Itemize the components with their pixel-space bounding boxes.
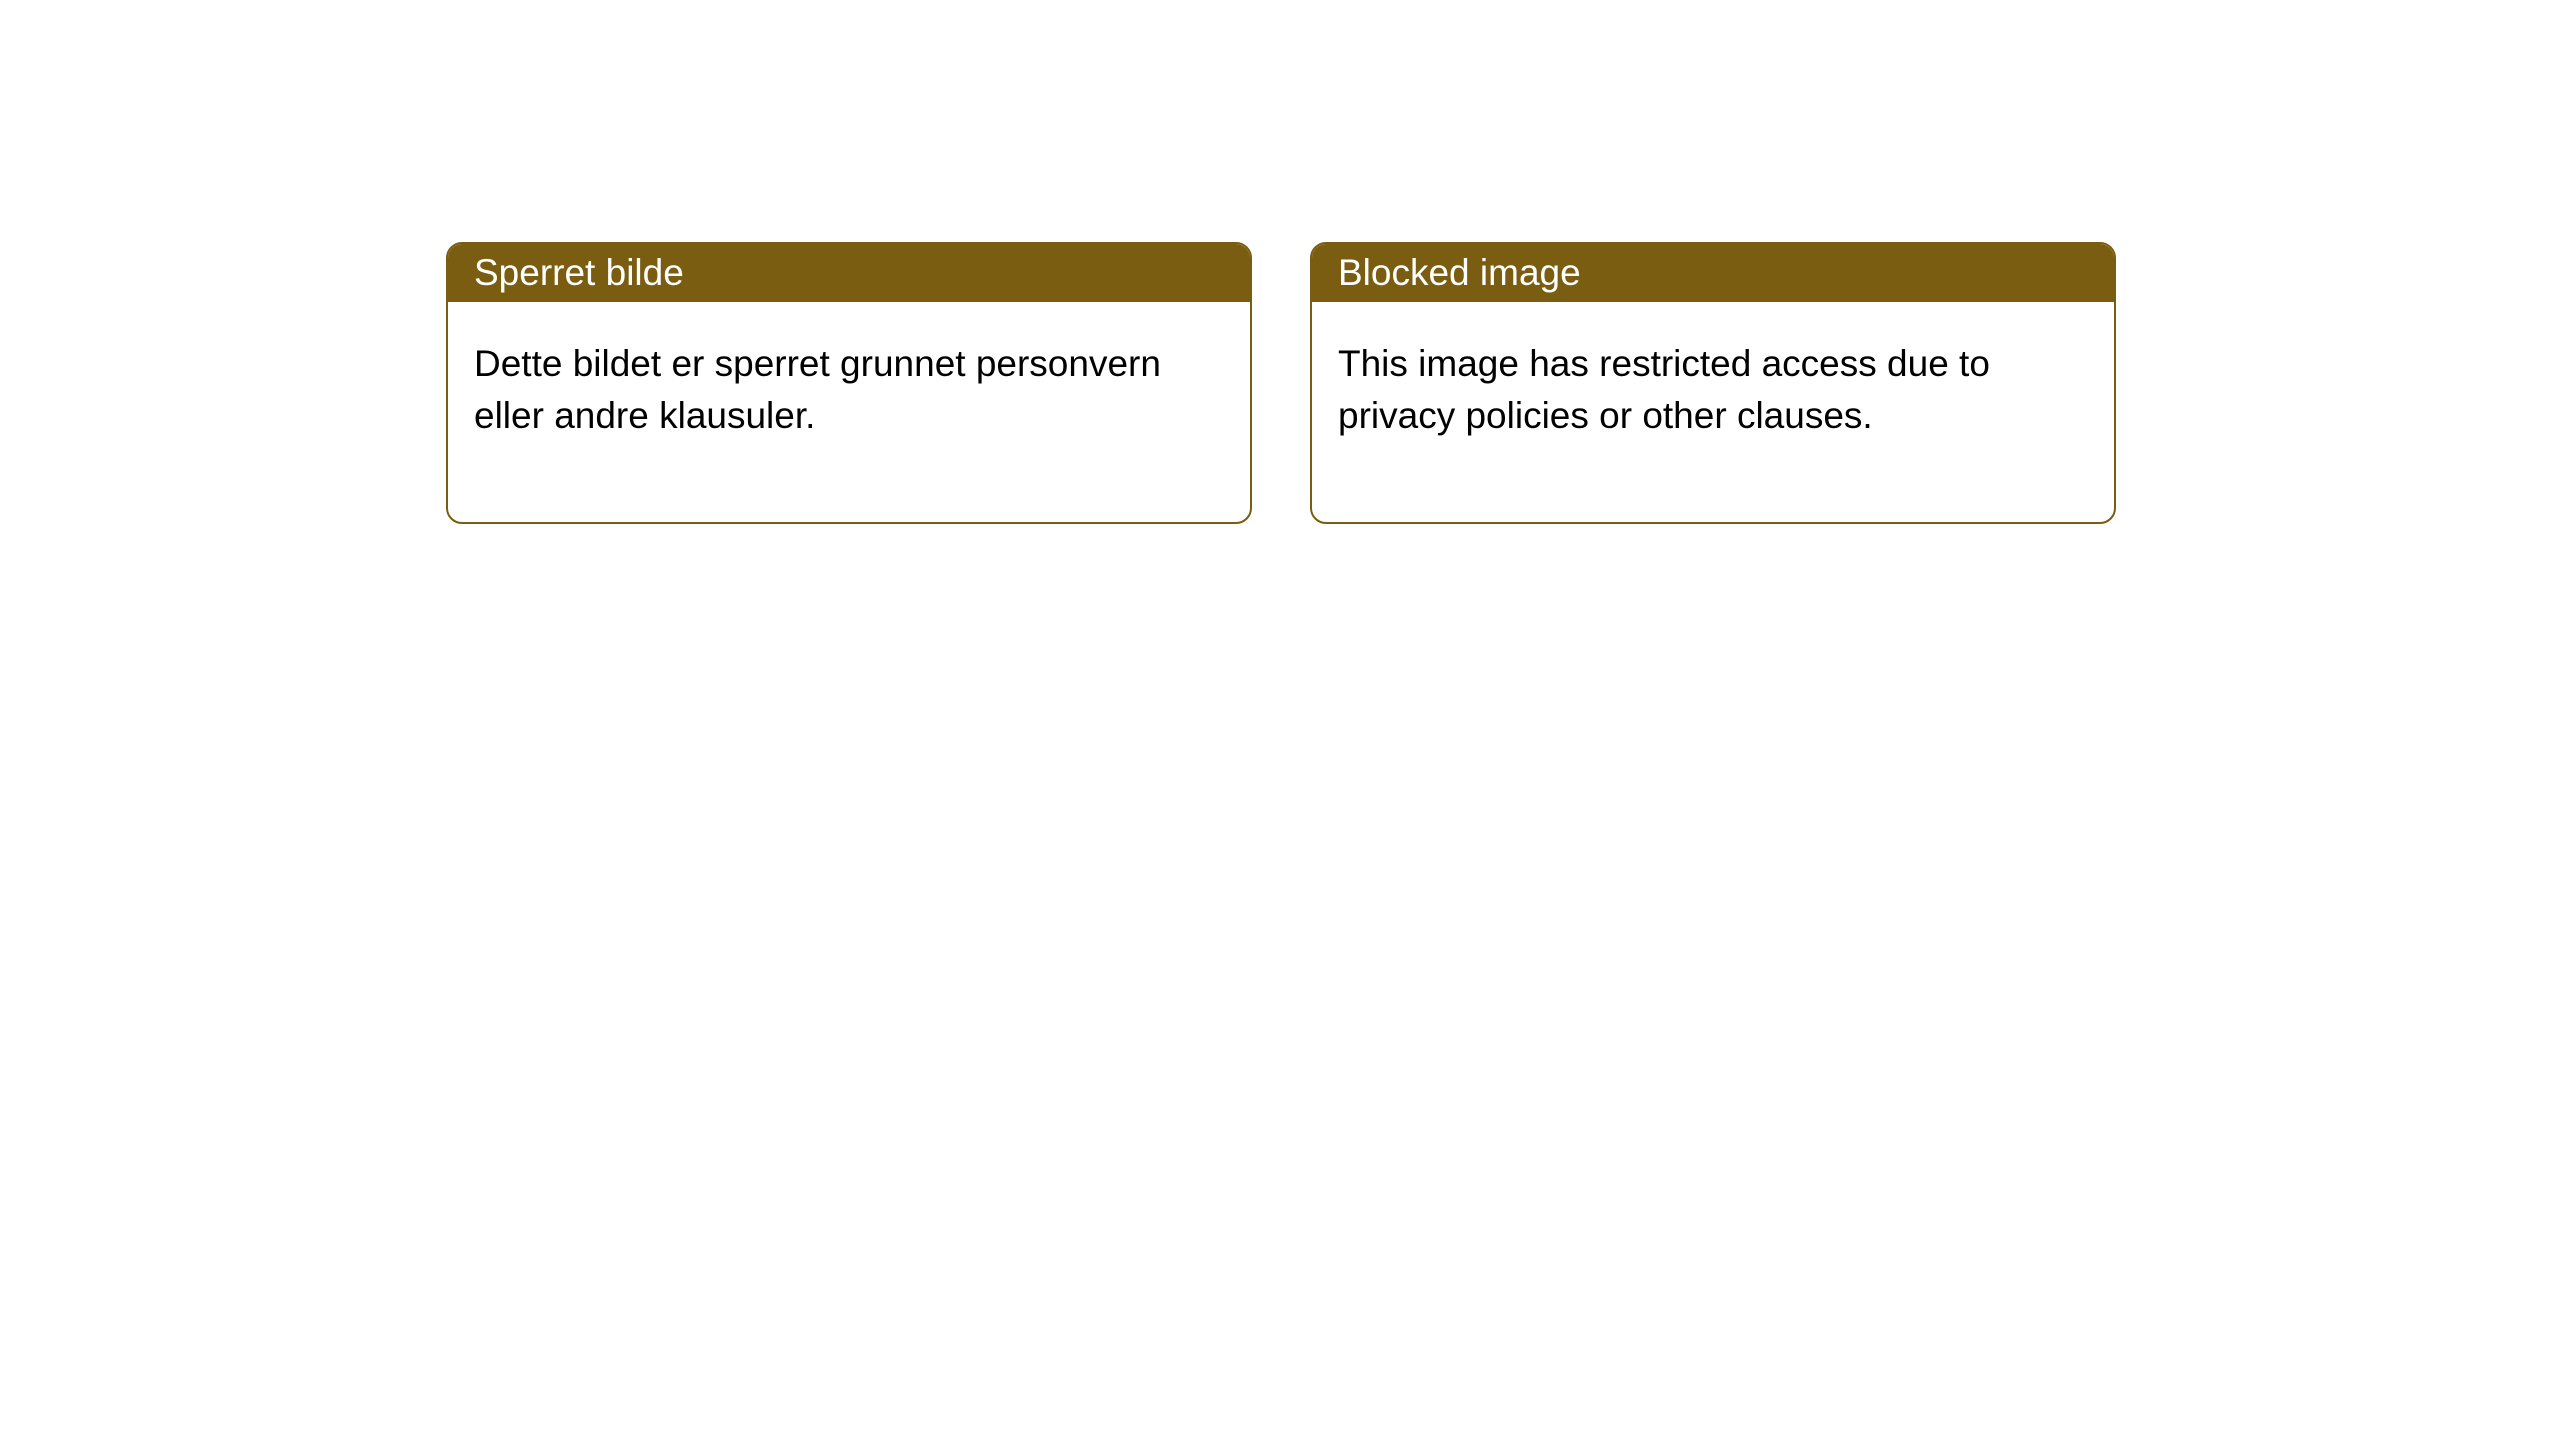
notice-text: This image has restricted access due to … bbox=[1338, 343, 1990, 436]
notice-header: Sperret bilde bbox=[448, 244, 1250, 302]
notice-body: This image has restricted access due to … bbox=[1312, 302, 2114, 522]
notice-container: Sperret bilde Dette bildet er sperret gr… bbox=[446, 242, 2116, 524]
notice-title: Sperret bilde bbox=[474, 252, 684, 293]
notice-text: Dette bildet er sperret grunnet personve… bbox=[474, 343, 1161, 436]
notice-title: Blocked image bbox=[1338, 252, 1581, 293]
notice-body: Dette bildet er sperret grunnet personve… bbox=[448, 302, 1250, 522]
notice-header: Blocked image bbox=[1312, 244, 2114, 302]
notice-card-norwegian: Sperret bilde Dette bildet er sperret gr… bbox=[446, 242, 1252, 524]
notice-card-english: Blocked image This image has restricted … bbox=[1310, 242, 2116, 524]
